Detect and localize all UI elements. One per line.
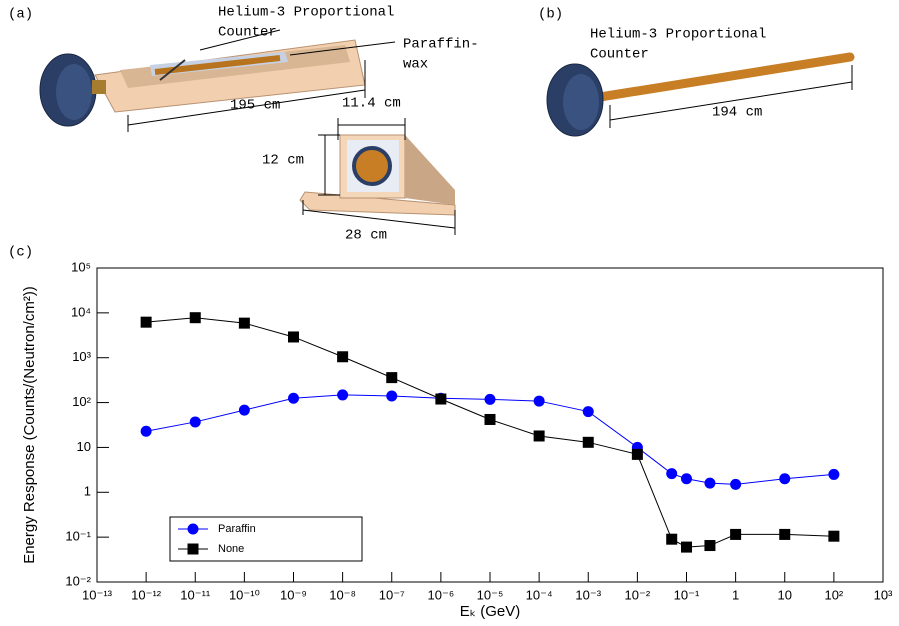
x-tick-label: 10⁻¹² bbox=[131, 587, 162, 602]
x-tick-label: 10⁻¹ bbox=[674, 587, 700, 602]
panel-label: (b) bbox=[538, 7, 563, 23]
x-tick-label: 10³ bbox=[874, 587, 893, 602]
x-tick-label: 10⁻⁷ bbox=[379, 587, 405, 602]
dimension-label: 195 cm bbox=[230, 98, 280, 114]
data-point bbox=[704, 540, 715, 551]
x-tick-label: 10⁻³ bbox=[575, 587, 601, 602]
data-point bbox=[485, 394, 496, 405]
data-point bbox=[681, 542, 692, 553]
dimension-label: 28 cm bbox=[345, 228, 387, 244]
x-tick-label: 10² bbox=[824, 587, 843, 602]
y-tick-label: 10³ bbox=[72, 349, 91, 364]
counter-label: Helium-3 Proportional bbox=[218, 5, 394, 21]
data-point bbox=[190, 416, 201, 427]
data-point bbox=[730, 479, 741, 490]
data-point bbox=[828, 469, 839, 480]
legend-marker bbox=[188, 524, 199, 535]
x-tick-label: 1 bbox=[732, 587, 739, 602]
figure: (a) Helium-3 Proportional Counter Paraff… bbox=[0, 0, 899, 626]
data-point bbox=[534, 396, 545, 407]
data-point bbox=[386, 391, 397, 402]
x-tick-label: 10⁻⁹ bbox=[280, 587, 307, 602]
counter-label: Helium-3 Proportional bbox=[590, 27, 766, 43]
y-tick-label: 10⁻¹ bbox=[65, 529, 91, 544]
legend-label: Paraffin bbox=[218, 523, 256, 535]
y-axis-label: Energy Response (Counts/(Neutron/cm²)) bbox=[21, 286, 38, 564]
data-point bbox=[681, 473, 692, 484]
x-tick-label: 10⁻¹⁰ bbox=[229, 587, 260, 602]
legend-box bbox=[170, 517, 362, 561]
data-point bbox=[583, 437, 594, 448]
cross-section-drawing bbox=[300, 135, 455, 215]
x-tick-label: 10⁻⁶ bbox=[428, 587, 455, 602]
x-tick-label: 10⁻¹¹ bbox=[180, 587, 211, 602]
counter-label: Counter bbox=[218, 25, 277, 41]
detector-a-drawing bbox=[40, 40, 365, 126]
data-point bbox=[666, 468, 677, 479]
data-point bbox=[141, 426, 152, 437]
data-point bbox=[632, 449, 643, 460]
dimension-label: 12 cm bbox=[262, 153, 304, 169]
data-point bbox=[337, 389, 348, 400]
panel-label: (a) bbox=[8, 7, 33, 23]
x-tick-label: 10⁻⁴ bbox=[526, 587, 553, 602]
dimension-label: 194 cm bbox=[712, 105, 762, 121]
data-point bbox=[190, 312, 201, 323]
dimension-label: 11.4 cm bbox=[342, 96, 401, 112]
y-tick-label: 10⁵ bbox=[71, 259, 91, 274]
y-tick-label: 1 bbox=[84, 484, 91, 499]
x-tick-label: 10⁻⁵ bbox=[477, 587, 504, 602]
x-axis-label: Eₖ (GeV) bbox=[460, 603, 521, 620]
data-point bbox=[534, 430, 545, 441]
y-tick-label: 10² bbox=[72, 394, 91, 409]
data-point bbox=[435, 394, 446, 405]
data-point bbox=[288, 393, 299, 404]
data-point bbox=[386, 372, 397, 383]
data-point bbox=[666, 534, 677, 545]
legend-label: None bbox=[218, 543, 244, 555]
data-point bbox=[779, 529, 790, 540]
data-point bbox=[141, 317, 152, 328]
detector-b-drawing bbox=[547, 57, 852, 136]
y-tick-label: 10⁻² bbox=[65, 573, 91, 588]
data-point bbox=[828, 531, 839, 542]
x-tick-label: 10⁻⁸ bbox=[329, 587, 356, 602]
data-point bbox=[730, 529, 741, 540]
data-point bbox=[704, 478, 715, 489]
y-tick-label: 10⁴ bbox=[71, 304, 91, 319]
paraffin-label: Paraffin- bbox=[403, 37, 479, 53]
x-tick-label: 10 bbox=[778, 587, 792, 602]
series-line bbox=[146, 318, 834, 547]
x-tick-label: 10⁻² bbox=[625, 587, 651, 602]
data-point bbox=[239, 318, 250, 329]
data-point bbox=[288, 331, 299, 342]
data-point bbox=[337, 351, 348, 362]
counter-label: Counter bbox=[590, 47, 649, 63]
data-point bbox=[239, 405, 250, 416]
x-tick-label: 10⁻¹³ bbox=[82, 587, 113, 602]
y-tick-label: 10 bbox=[77, 439, 91, 454]
legend-marker bbox=[188, 544, 199, 555]
panel-label: (c) bbox=[8, 245, 33, 261]
data-point bbox=[485, 414, 496, 425]
paraffin-label: wax bbox=[403, 57, 428, 73]
data-point bbox=[583, 406, 594, 417]
data-point bbox=[779, 473, 790, 484]
